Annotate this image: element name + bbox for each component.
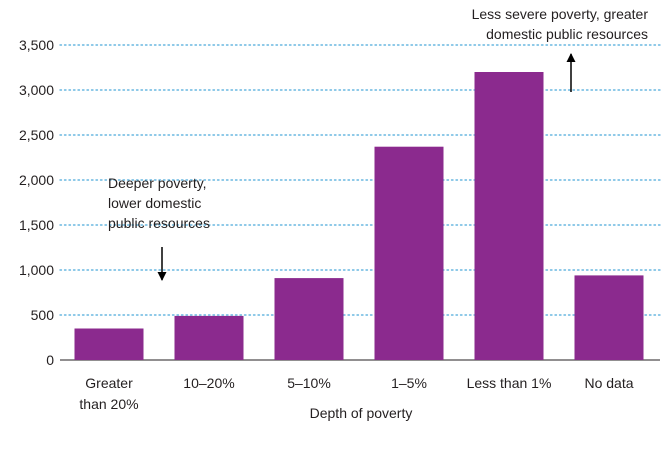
x-tick-label: 5–10%	[287, 375, 331, 391]
annotation-text: Deeper poverty, lower domestic public reso…	[108, 175, 210, 231]
bar	[174, 315, 244, 360]
arrowhead-icon	[566, 53, 576, 62]
annotations: Deeper poverty, lower domestic public reso…	[108, 6, 648, 281]
bar	[274, 278, 344, 360]
x-axis-tick-labels: Greater than 20% 10–20% 5–10% 1–5% Less than …	[79, 375, 633, 412]
bar	[574, 275, 644, 360]
x-tick-label: Greater than 20%	[79, 375, 138, 412]
gridlines	[59, 44, 661, 316]
annotation: Deeper poverty, lower domestic public reso…	[108, 175, 210, 281]
bar	[74, 328, 144, 360]
bar	[474, 72, 544, 360]
y-tick-label: 3,000	[19, 82, 54, 98]
annotation: Less severe poverty, greater domestic pub…	[472, 6, 649, 92]
x-axis-title: Depth of poverty	[310, 405, 413, 421]
y-tick-label: 1,000	[19, 262, 54, 278]
bar	[374, 146, 444, 360]
x-tick-label: 10–20%	[183, 375, 234, 391]
y-tick-label: 500	[31, 307, 55, 323]
bars	[74, 72, 644, 360]
x-tick-label: Less than 1%	[467, 375, 552, 391]
arrowhead-icon	[157, 272, 167, 281]
y-tick-label: 0	[46, 352, 54, 368]
y-tick-label: 3,500	[19, 37, 54, 53]
x-tick-label: 1–5%	[391, 375, 427, 391]
y-tick-label: 2,500	[19, 127, 54, 143]
x-tick-label: No data	[584, 375, 633, 391]
annotation-text: Less severe poverty, greater domestic pub…	[472, 6, 649, 42]
y-tick-label: 1,500	[19, 217, 54, 233]
y-tick-label: 2,000	[19, 172, 54, 188]
y-axis-tick-labels: 0 500 1,000 1,500 2,000 2,500 3,000 3,500	[19, 37, 54, 368]
